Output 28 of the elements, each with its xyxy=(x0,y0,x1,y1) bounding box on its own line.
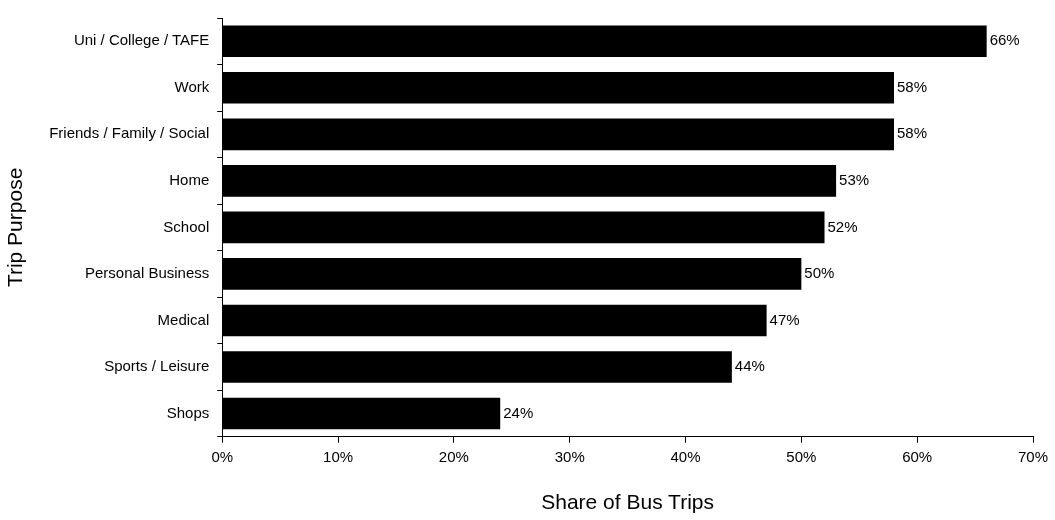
data-label: 52% xyxy=(827,217,858,235)
y-tick-label: Friends / Family / Social xyxy=(49,124,210,142)
y-tick-label: School xyxy=(163,217,210,235)
x-tick-label: 10% xyxy=(323,447,354,465)
y-tick-label: Home xyxy=(169,171,210,189)
data-label: 24% xyxy=(503,403,534,421)
data-label: 47% xyxy=(769,310,800,328)
y-tick-label: Uni / College / TAFE xyxy=(73,31,210,49)
x-tick-label: 40% xyxy=(670,447,701,465)
data-label: 44% xyxy=(734,357,765,375)
y-tick-label: Personal Business xyxy=(85,264,210,282)
data-label: 66% xyxy=(989,31,1020,49)
y-tick-label: Work xyxy=(174,77,210,95)
data-label: 58% xyxy=(897,124,928,142)
data-label: 58% xyxy=(897,77,928,95)
y-tick-label: Sports / Leisure xyxy=(104,357,210,375)
x-tick-label: 50% xyxy=(786,447,817,465)
x-tick-label: 20% xyxy=(438,447,469,465)
data-label: 53% xyxy=(839,171,870,189)
x-axis-title: Share of Bus Trips xyxy=(541,490,714,514)
data-label: 50% xyxy=(804,264,835,282)
y-tick-label: Medical xyxy=(157,310,210,328)
x-tick-label: 30% xyxy=(554,447,585,465)
x-tick-label: 70% xyxy=(1017,447,1049,465)
x-tick-label: 0% xyxy=(211,447,234,465)
x-tick-label: 60% xyxy=(902,447,933,465)
y-axis-title: Trip Purpose xyxy=(3,167,27,288)
y-tick-label: Shops xyxy=(166,403,210,421)
